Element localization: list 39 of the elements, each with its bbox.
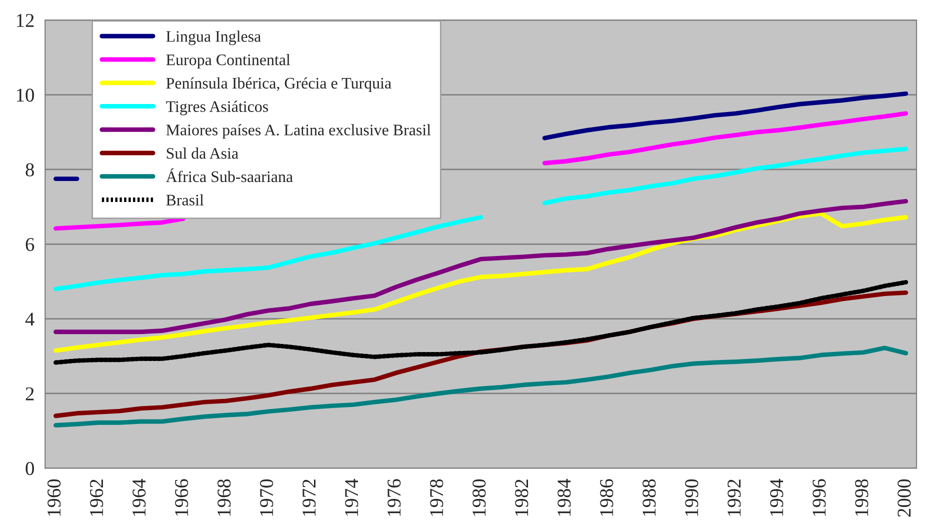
line-series (54, 211, 908, 353)
legend-label: Sul da Asia (166, 148, 238, 159)
x-tick-label: 1962 (90, 480, 104, 516)
legend-label: Brasil (166, 194, 204, 206)
legend-label: Europa Continental (166, 54, 290, 68)
legend-label: Lingua Inglesa (166, 30, 261, 46)
x-tick-label: 2000 (898, 479, 911, 517)
x-tick-label: 1994 (770, 478, 784, 516)
x-tick-label: 1980 (472, 479, 486, 516)
x-tick-label: 1976 (388, 479, 401, 516)
y-tick-label: 10 (16, 88, 34, 102)
x-tick-label: 1974 (345, 478, 358, 516)
x-tick-label: 1986 (600, 479, 614, 516)
legend-label: Península Ibérica, Grécia e Turquia (166, 77, 392, 92)
line-series (54, 346, 908, 428)
x-tick-label: 1972 (302, 480, 316, 516)
legend-label: África Sub-saariana (166, 168, 293, 182)
y-tick-label: 2 (26, 387, 34, 400)
y-tick-label: 12 (16, 14, 34, 27)
x-tick-label: 1966 (175, 479, 188, 516)
x-tick-label: 1960 (47, 479, 61, 516)
x-tick-label: 1988 (642, 479, 656, 516)
x-tick-label: 1990 (685, 479, 698, 516)
x-tick-label: 1968 (218, 479, 231, 516)
y-tick-label: 8 (26, 163, 34, 176)
x-tick-label: 1992 (728, 480, 741, 516)
legend-label: Tigres Asiáticos (166, 100, 268, 116)
x-tick-label: 1978 (430, 479, 444, 516)
x-tick-label: 1964 (132, 478, 146, 516)
x-tick-label: 1984 (558, 478, 571, 516)
x-tick-label: 1998 (855, 479, 868, 516)
x-tick-label: 1970 (260, 479, 274, 516)
x-tick-label: 1982 (515, 480, 528, 516)
y-tick-label: 6 (26, 238, 34, 252)
y-tick-label: 4 (25, 312, 34, 326)
x-tick-label: 1996 (812, 479, 826, 516)
y-tick-label: 0 (26, 462, 34, 476)
line-series (54, 280, 908, 365)
legend-label: Maiores países A. Latina exclusive Brasil (166, 124, 431, 139)
